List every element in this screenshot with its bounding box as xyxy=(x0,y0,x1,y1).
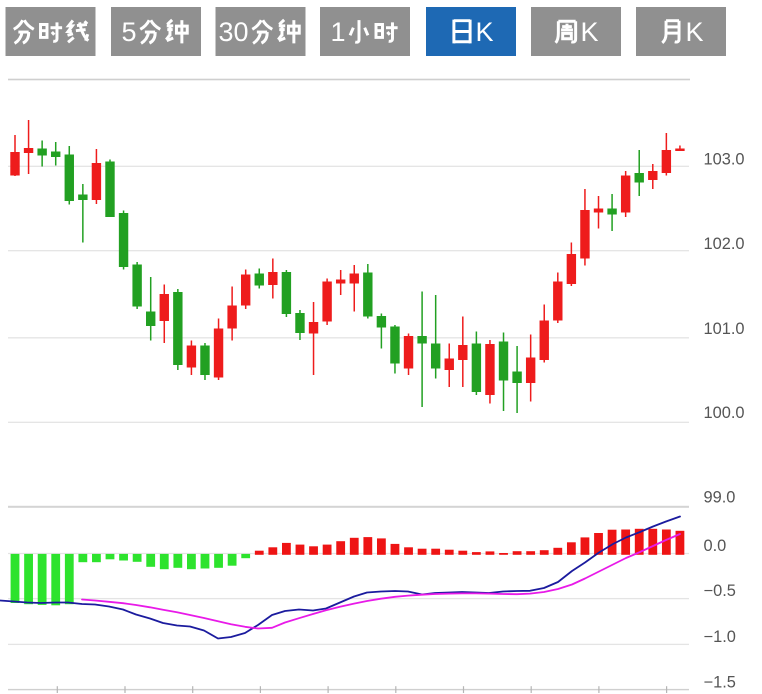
svg-text:102.0: 102.0 xyxy=(704,235,745,253)
svg-text:0.0: 0.0 xyxy=(704,537,727,555)
svg-text:99.0: 99.0 xyxy=(704,489,736,507)
svg-text:5: 5 xyxy=(122,17,137,47)
svg-text:−1.0: −1.0 xyxy=(704,628,736,646)
svg-text:−0.5: −0.5 xyxy=(704,582,736,600)
svg-text:K: K xyxy=(581,17,599,47)
svg-text:101.0: 101.0 xyxy=(704,320,745,338)
svg-text:K: K xyxy=(686,17,704,47)
svg-text:−1.5: −1.5 xyxy=(704,673,736,691)
svg-text:103.0: 103.0 xyxy=(704,150,745,168)
svg-text:1: 1 xyxy=(331,17,346,47)
svg-text:3: 3 xyxy=(219,17,234,47)
svg-text:100.0: 100.0 xyxy=(704,404,745,422)
svg-text:0: 0 xyxy=(234,17,249,47)
svg-text:K: K xyxy=(476,17,494,47)
